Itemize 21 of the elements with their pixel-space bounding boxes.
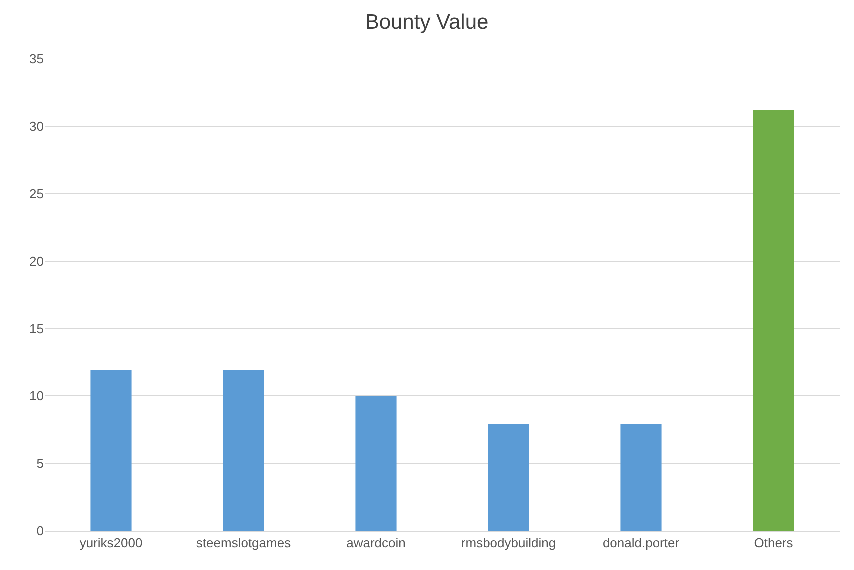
bar: [90, 370, 132, 531]
x-tick-label: rmsbodybuilding: [461, 536, 556, 551]
x-tick-label: Others: [754, 536, 794, 551]
y-tick-label: 15: [30, 321, 44, 336]
y-tick-label: 5: [36, 456, 44, 472]
bar: [223, 370, 264, 531]
x-tick-label: steemslotgames: [196, 536, 292, 551]
bar: [620, 424, 662, 531]
chart-title: Bounty Value: [365, 10, 489, 34]
y-tick-label: 20: [30, 254, 44, 269]
y-tick-label: 0: [36, 524, 44, 539]
x-tick-label: donald.porter: [602, 536, 680, 551]
y-tick-label: 10: [30, 388, 44, 404]
y-tick-label: 30: [30, 118, 44, 134]
bar: [753, 110, 794, 531]
x-tick-label: yuriks2000: [80, 536, 143, 551]
bar: [488, 424, 530, 531]
y-tick-label: 35: [30, 52, 44, 67]
y-tick-label: 25: [30, 186, 44, 202]
x-tick-label: awardcoin: [346, 536, 406, 551]
bar: [356, 396, 397, 531]
